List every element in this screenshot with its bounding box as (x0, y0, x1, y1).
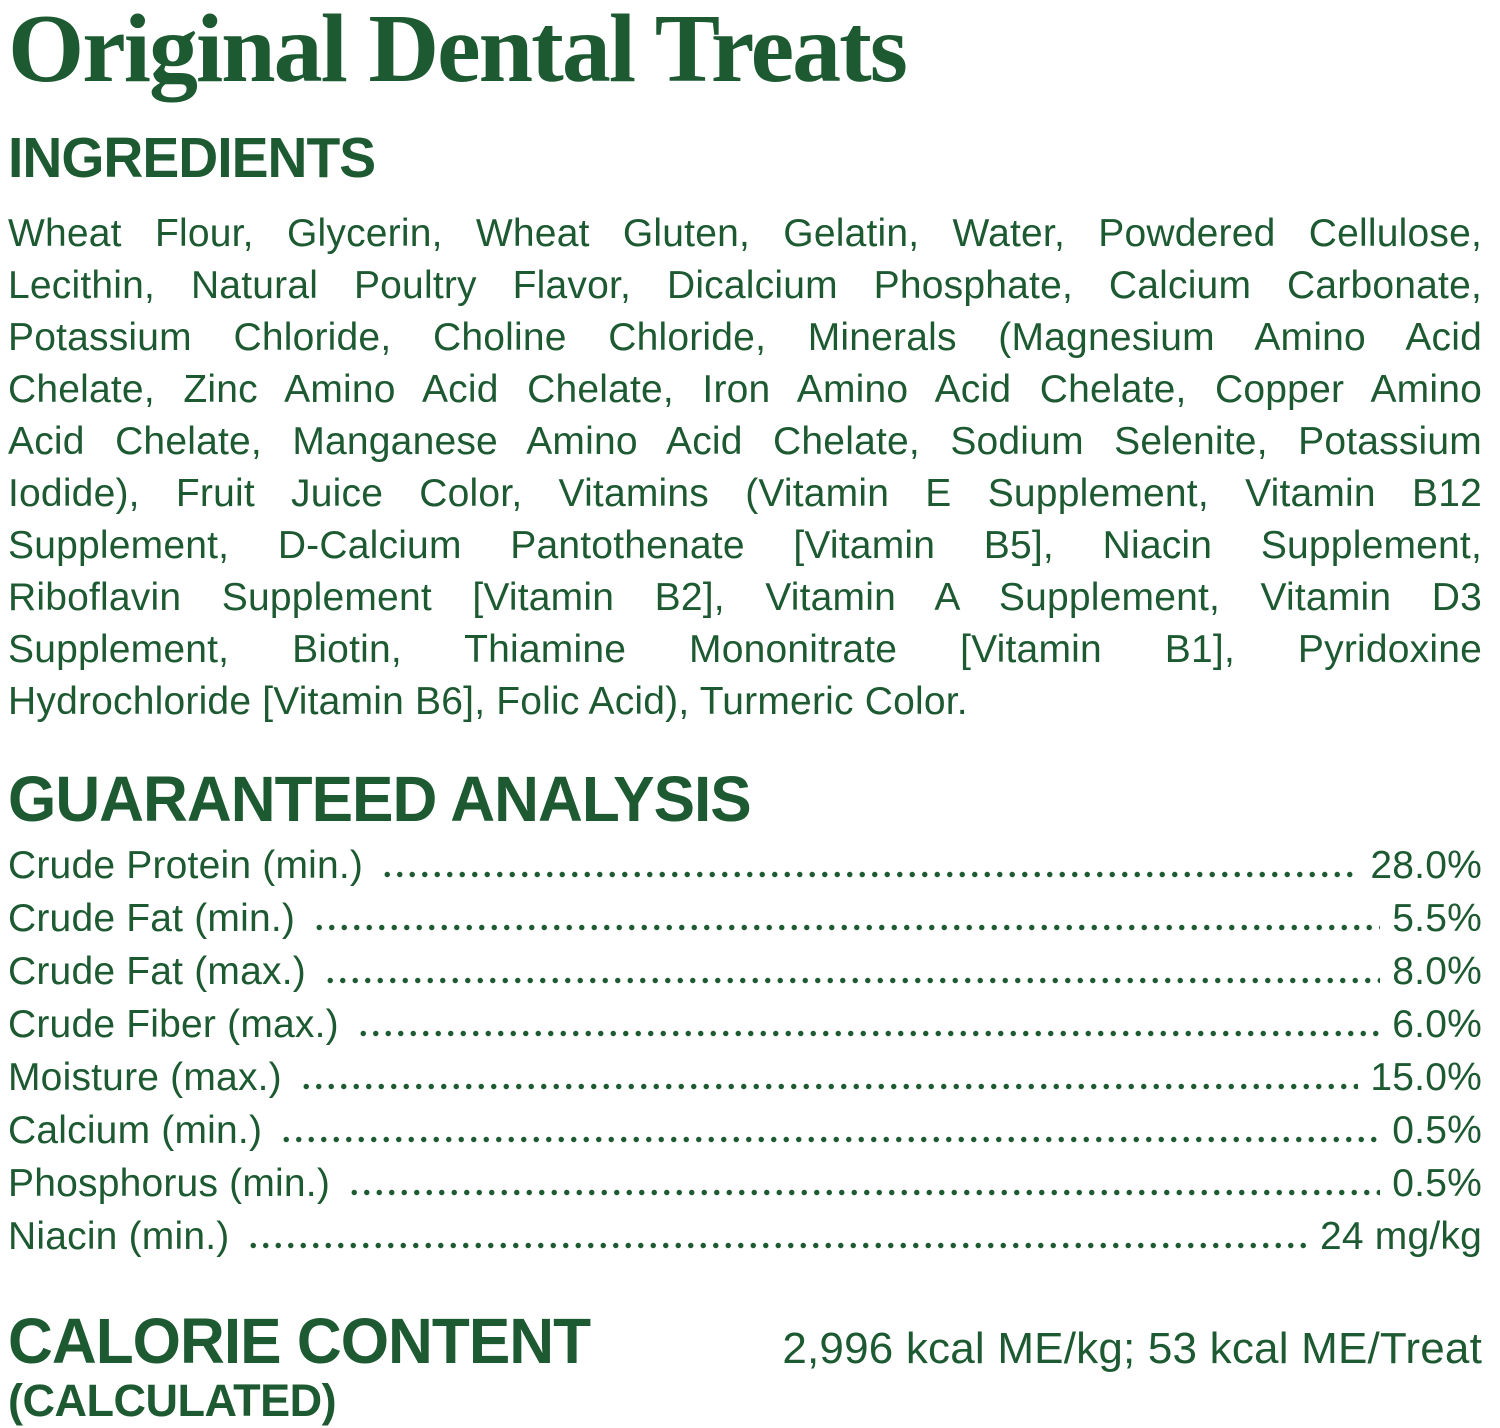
dot-leader (247, 1242, 1308, 1249)
ingredients-line: Chelate, Zinc Amino Acid Chelate, Iron A… (8, 368, 1482, 411)
ingredients-line: Supplement, Biotin, Thiamine Mononitrate… (8, 628, 1482, 671)
calorie-value: 2,996 kcal ME/kg; 53 kcal ME/Treat (782, 1324, 1482, 1373)
guaranteed-analysis-table: Crude Protein (min.) 28.0% Crude Fat (mi… (8, 844, 1482, 1268)
ingredients-line: Iodide), Fruit Juice Color, Vitamins (Vi… (8, 472, 1482, 515)
calorie-calculated-subheading: (CALCULATED) (8, 1375, 337, 1426)
table-row: Crude Fat (max.) 8.0% (8, 950, 1482, 1003)
nutrient-value: 15.0% (1370, 1056, 1482, 1099)
table-row: Crude Fat (min.) 5.5% (8, 897, 1482, 950)
nutrient-label: Phosphorus (min.) (8, 1162, 331, 1205)
nutrient-value: 6.0% (1392, 1003, 1482, 1046)
table-row: Niacin (min.) 24 mg/kg (8, 1215, 1482, 1268)
calorie-content-heading: CALORIE CONTENT (8, 1305, 591, 1377)
table-row: Crude Fiber (max.) 6.0% (8, 1003, 1482, 1056)
calorie-heading-block: CALORIE CONTENT (CALCULATED) (8, 1305, 608, 1426)
ingredients-text: Wheat Flour, Glycerin, Wheat Gluten, Gel… (8, 208, 1482, 728)
dot-leader (381, 871, 1359, 878)
nutrient-value: 28.0% (1370, 844, 1482, 887)
ingredients-line: Acid Chelate, Manganese Amino Acid Chela… (8, 420, 1482, 463)
table-row: Calcium (min.) 0.5% (8, 1109, 1482, 1162)
dot-leader (299, 1083, 1359, 1090)
ingredients-heading: INGREDIENTS (8, 126, 376, 190)
table-row: Crude Protein (min.) 28.0% (8, 844, 1482, 897)
ingredients-line: Riboflavin Supplement [Vitamin B2], Vita… (8, 576, 1482, 619)
nutrient-label: Calcium (min.) (8, 1109, 263, 1152)
dot-leader (356, 1030, 1381, 1037)
dot-leader (348, 1189, 1381, 1196)
dot-leader (280, 1136, 1381, 1143)
ingredients-line: Supplement, D-Calcium Pantothenate [Vita… (8, 524, 1482, 567)
nutrient-value: 0.5% (1392, 1162, 1482, 1205)
ingredients-line: Wheat Flour, Glycerin, Wheat Gluten, Gel… (8, 212, 1482, 255)
ingredients-line: Hydrochloride [Vitamin B6], Folic Acid),… (8, 680, 968, 723)
nutrient-label: Moisture (max.) (8, 1056, 282, 1099)
nutrient-label: Niacin (min.) (8, 1215, 230, 1258)
table-row: Moisture (max.) 15.0% (8, 1056, 1482, 1109)
table-row: Phosphorus (min.) 0.5% (8, 1162, 1482, 1215)
dot-leader (313, 924, 1381, 931)
nutrient-value: 24 mg/kg (1319, 1215, 1482, 1258)
ingredients-line: Potassium Chloride, Choline Chloride, Mi… (8, 316, 1482, 359)
product-title: Original Dental Treats (8, 0, 908, 103)
nutrient-value: 5.5% (1392, 897, 1482, 940)
nutrient-label: Crude Fat (max.) (8, 950, 306, 993)
calorie-content-section: CALORIE CONTENT (CALCULATED) 2,996 kcal … (8, 1305, 1482, 1426)
guaranteed-analysis-heading: GUARANTEED ANALYSIS (8, 763, 752, 835)
nutrient-label: Crude Protein (min.) (8, 844, 364, 887)
nutrient-label: Crude Fiber (max.) (8, 1003, 339, 1046)
nutrient-value: 8.0% (1392, 950, 1482, 993)
nutrient-label: Crude Fat (min.) (8, 897, 296, 940)
nutrient-value: 0.5% (1392, 1109, 1482, 1152)
ingredients-line: Lecithin, Natural Poultry Flavor, Dicalc… (8, 264, 1482, 307)
dot-leader (323, 977, 1381, 984)
